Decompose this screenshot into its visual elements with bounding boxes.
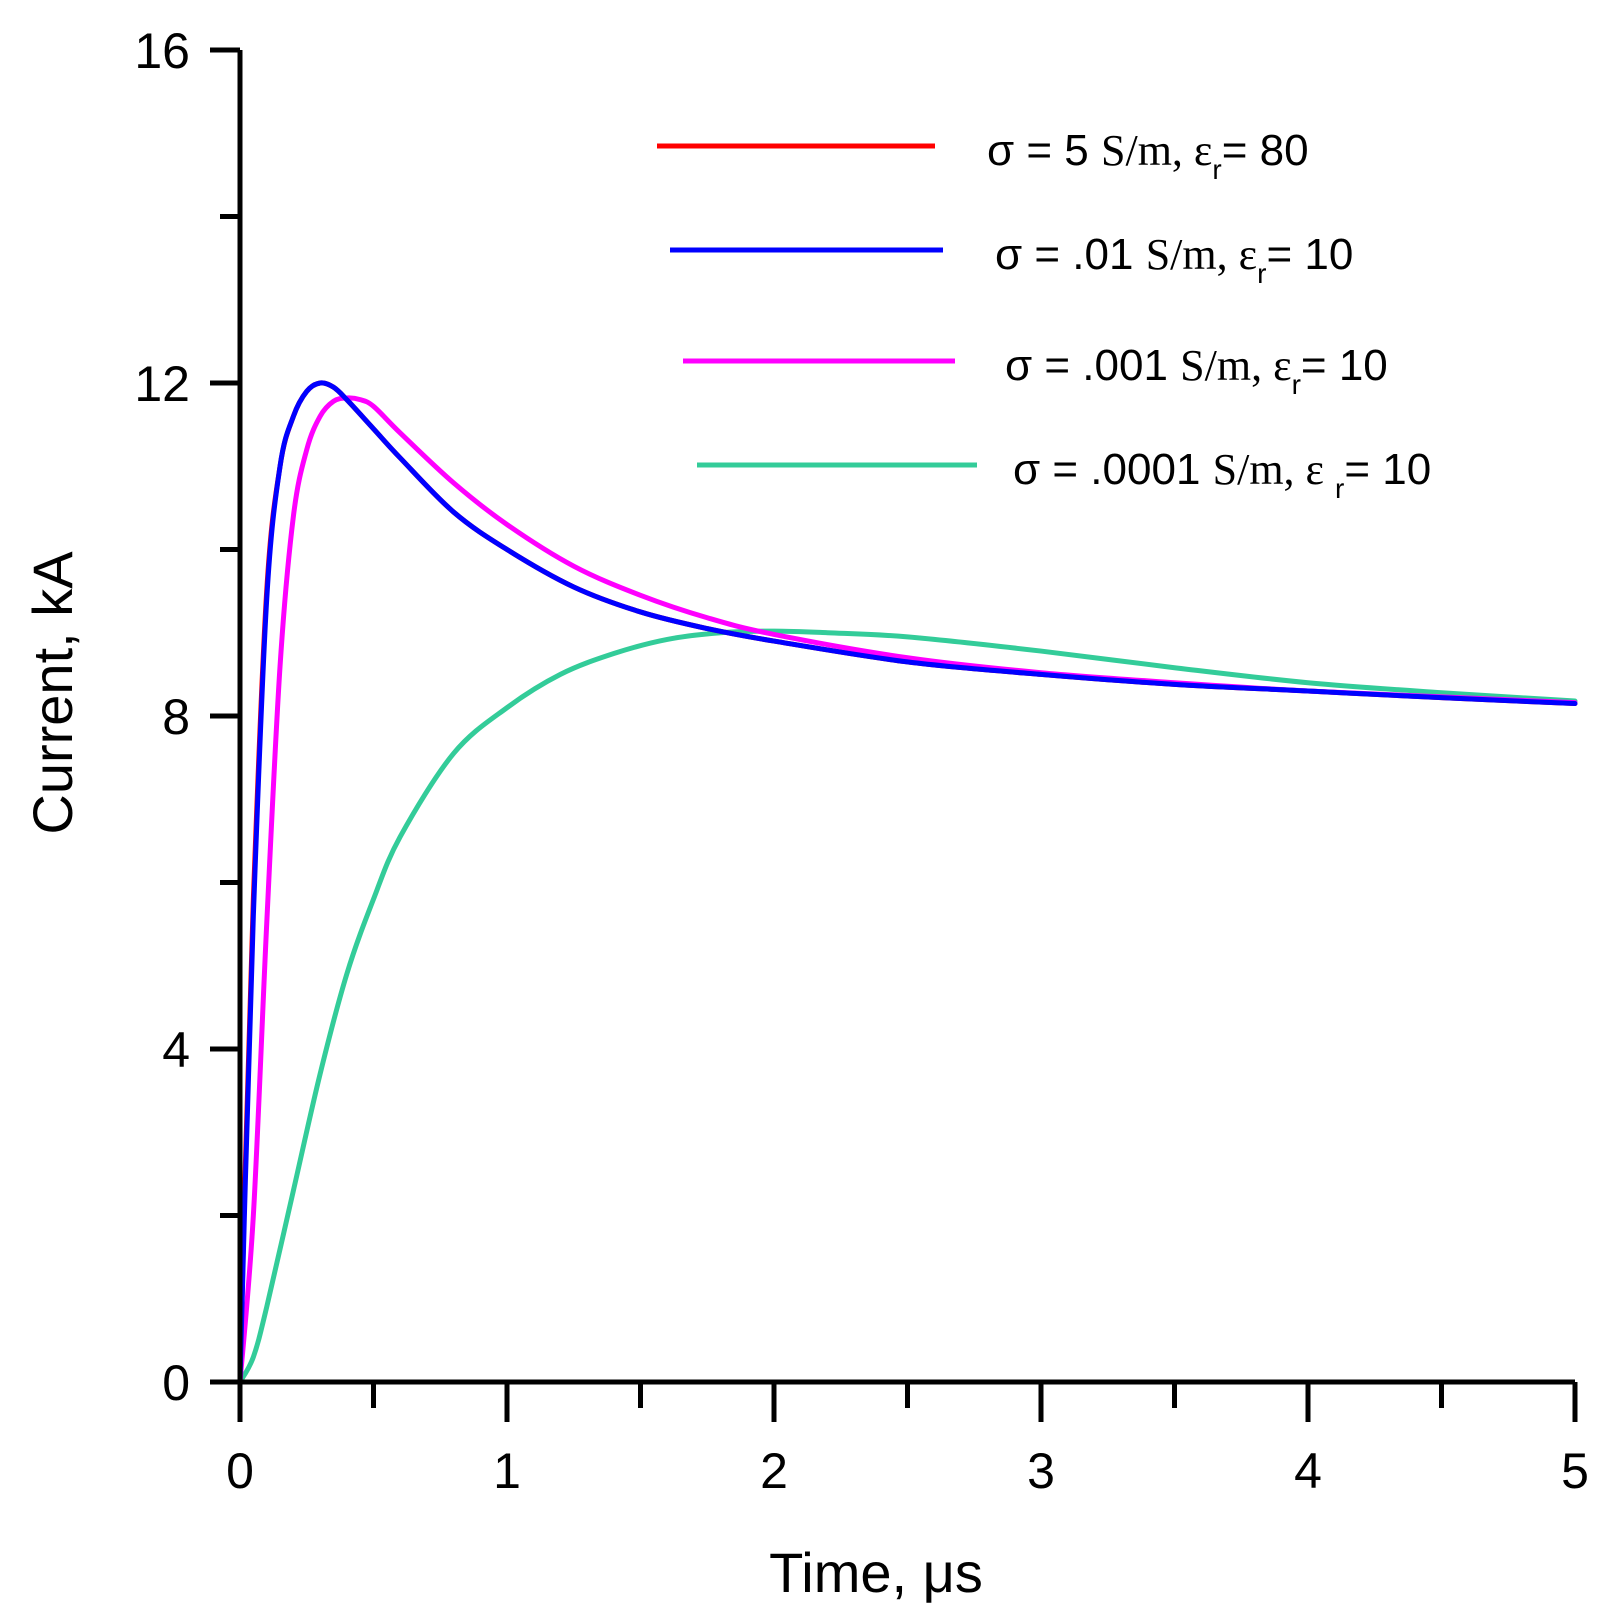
x-axis-title: Time, μs [769, 1541, 983, 1604]
legend-item: σ = .001 S/m, εr= 10 [683, 341, 1388, 400]
x-tick-label: 0 [226, 1443, 254, 1499]
series-line-2 [237, 380, 1578, 1385]
x-tick-label: 3 [1027, 1443, 1055, 1499]
legend-label: σ = .001 S/m, εr= 10 [1005, 341, 1388, 400]
y-tick-label: 16 [134, 23, 190, 79]
y-tick-label: 0 [162, 1355, 190, 1411]
series-line-4 [237, 628, 1578, 1385]
series-line-3 [237, 395, 1578, 1385]
x-tick-label: 2 [760, 1443, 788, 1499]
x-tick-label: 5 [1561, 1443, 1589, 1499]
legend: σ = 5 S/m, εr= 80 σ = .01 S/m, εr= 10 σ = … [657, 126, 1431, 504]
legend-item: σ = .0001 S/m, ε r= 10 [697, 445, 1431, 504]
legend-item: σ = .01 S/m, εr= 10 [670, 230, 1353, 289]
series-layer [237, 380, 1578, 1385]
legend-label: σ = 5 S/m, εr= 80 [987, 126, 1309, 185]
y-tick-label: 8 [162, 689, 190, 745]
legend-label: σ = .0001 S/m, ε r= 10 [1013, 445, 1431, 504]
y-tick-label: 12 [134, 356, 190, 412]
x-tick-label: 4 [1294, 1443, 1322, 1499]
x-tick-label: 1 [493, 1443, 521, 1499]
legend-item: σ = 5 S/m, εr= 80 [657, 126, 1309, 185]
legend-label: σ = .01 S/m, εr= 10 [995, 230, 1353, 289]
y-tick-label: 4 [162, 1022, 190, 1078]
y-axis-title: Current, kA [21, 551, 84, 835]
series-line-1 [237, 380, 1578, 1385]
